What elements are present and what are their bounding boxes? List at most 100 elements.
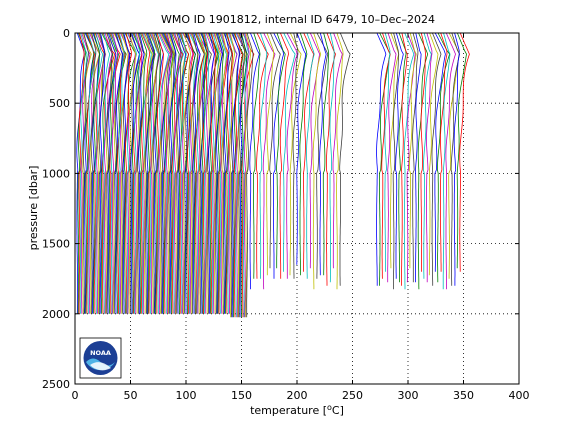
profile-line (169, 32, 177, 314)
profile-line (110, 32, 119, 314)
x-tick-label: 300 (398, 389, 419, 402)
profile-line (212, 32, 223, 314)
profile-line (322, 32, 330, 276)
profile-line (239, 32, 248, 318)
profile-line (94, 32, 104, 314)
y-tick-label: 500 (49, 97, 70, 110)
profile-line (177, 32, 186, 314)
degree-superscript: o (327, 403, 332, 412)
profile-line (199, 32, 212, 314)
profile-line (336, 32, 344, 290)
profile-line (434, 32, 446, 272)
noaa-logo: NOAA (79, 337, 122, 379)
profile-line (151, 32, 160, 314)
profile-line (182, 32, 191, 314)
profile-line (392, 32, 400, 290)
profile-line (269, 32, 281, 269)
profile-line (420, 32, 426, 272)
profile-line (242, 32, 250, 318)
profile-line (266, 32, 275, 276)
profile-line (306, 32, 315, 279)
profile-line (159, 32, 172, 314)
profile-line (192, 32, 201, 314)
axis-ticks (74, 32, 520, 385)
profile-line (94, 32, 106, 314)
y-tick-label: 2000 (42, 308, 70, 321)
profile-line (155, 32, 162, 314)
profile-line (453, 32, 460, 286)
profile-line (230, 32, 241, 318)
profile-line (398, 32, 407, 283)
profile-line (102, 32, 111, 314)
profile-line (139, 32, 148, 314)
profile-line (259, 32, 268, 279)
profile-line (111, 32, 118, 314)
profile-line (158, 32, 171, 314)
x-tick-label: 0 (72, 389, 79, 402)
y-tick-labels: 0 500 1000 1500 2000 2500 (42, 27, 70, 391)
profile-line (412, 32, 419, 283)
profile-line (115, 32, 124, 314)
profile-line (221, 32, 228, 314)
profile-line (168, 32, 176, 314)
profile-line (108, 32, 119, 314)
profile-line (376, 32, 387, 286)
profile-line (138, 32, 145, 314)
x-tick-label: 100 (176, 389, 197, 402)
profile-line (378, 32, 391, 286)
y-tick-label: 0 (63, 27, 70, 40)
profile-line (198, 32, 207, 314)
chart-title: WMO ID 1901812, internal ID 6479, 10–Dec… (161, 13, 435, 26)
profile-line (107, 32, 117, 314)
profile-line (157, 32, 170, 314)
profile-line (339, 32, 351, 286)
y-tick-label: 1000 (42, 167, 70, 180)
profile-line (105, 32, 117, 314)
profile-line (165, 32, 173, 314)
x-tick-label: 400 (509, 389, 530, 402)
profile-line (319, 32, 327, 276)
profile-line (448, 32, 460, 279)
profile-line (422, 32, 432, 279)
profile-line (98, 32, 105, 314)
profile-line (213, 32, 222, 314)
profile-line (122, 32, 131, 314)
profile-line (84, 32, 95, 314)
profile-line (384, 32, 391, 272)
profile-line (223, 32, 230, 314)
profile-line (191, 32, 199, 314)
profile-line (156, 32, 165, 314)
profile-line (245, 32, 252, 318)
profile-line (226, 32, 234, 314)
profile-line (80, 32, 91, 314)
profile-line (176, 32, 182, 314)
profile-line (78, 32, 85, 314)
profile-line (171, 32, 184, 314)
profile-line (97, 32, 106, 314)
profile-line (193, 32, 205, 314)
profile-line (130, 32, 140, 314)
profile-line (82, 32, 90, 314)
profile-line (188, 32, 199, 314)
profile-line (196, 32, 206, 314)
profile-line (147, 32, 156, 314)
profile-line (237, 32, 247, 318)
profile-line (88, 32, 101, 314)
profile-line (316, 32, 329, 279)
profile-line (428, 32, 439, 276)
profile-line (79, 32, 88, 314)
profile-line (187, 32, 194, 314)
profile-line (96, 32, 107, 314)
profile-line (325, 32, 336, 286)
profile-line (296, 32, 307, 265)
profile-line (146, 32, 155, 314)
profile-line (249, 32, 260, 290)
profile-line (332, 32, 343, 269)
profile-line (134, 32, 140, 314)
profile-line (209, 32, 218, 314)
profile-line (125, 32, 133, 314)
profile-line (131, 32, 143, 314)
profile-line (152, 32, 160, 314)
profile-line (218, 32, 230, 314)
